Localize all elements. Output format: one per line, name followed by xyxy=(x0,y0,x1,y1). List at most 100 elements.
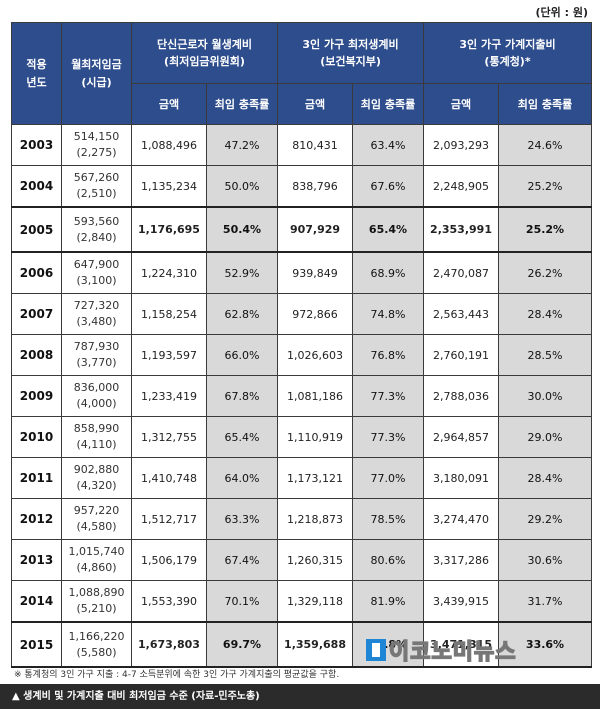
wage-cell: 836,000 (4,000) xyxy=(61,375,132,417)
household-amount: 2,788,036 xyxy=(423,375,500,417)
header-year-label: 적용 년도 xyxy=(26,57,47,89)
household-rate: 25.2% xyxy=(498,206,593,253)
single-worker-amount: 1,193,597 xyxy=(131,334,207,376)
wage-cell: 858,990 (4,110) xyxy=(61,416,132,458)
year-cell: 2013 xyxy=(11,539,62,581)
household-amount: 3,471,315 xyxy=(423,621,500,668)
table-body: 2003 514,150 (2,275) 1,088,496 47.2% 810,431 6… xyxy=(11,124,593,668)
min-cost-amount: 907,929 xyxy=(277,206,354,253)
monthly-wage: 858,990 xyxy=(73,422,120,435)
household-amount: 2,353,991 xyxy=(423,206,500,253)
household-rate: 29.2% xyxy=(498,498,593,540)
min-cost-amount: 1,110,919 xyxy=(277,416,354,458)
single-worker-amount: 1,224,310 xyxy=(131,251,207,294)
household-amount: 2,093,293 xyxy=(423,124,500,166)
year-cell: 2005 xyxy=(11,206,62,253)
subheader-rate: 최임 충족률 xyxy=(498,83,593,125)
household-amount: 3,439,915 xyxy=(423,580,500,623)
monthly-wage: 1,088,890 xyxy=(68,586,125,599)
min-cost-rate: 63.4% xyxy=(352,124,425,166)
min-cost-amount: 1,359,688 xyxy=(277,621,354,668)
single-worker-rate: 67.8% xyxy=(205,375,279,417)
min-cost-amount: 1,329,118 xyxy=(277,580,354,623)
single-worker-amount: 1,158,254 xyxy=(131,293,207,335)
min-cost-amount: 838,796 xyxy=(277,165,354,208)
header-group-min-cost-living: 3인 가구 최저생계비 (보건복지부) xyxy=(277,22,425,84)
wage-cell: 647,900 (3,100) xyxy=(61,251,132,294)
unit-label: (단위 : 원) xyxy=(535,6,588,19)
single-worker-rate: 69.7% xyxy=(205,621,279,668)
household-amount: 3,180,091 xyxy=(423,457,500,499)
year-cell: 2006 xyxy=(11,251,62,294)
single-worker-rate: 67.4% xyxy=(205,539,279,581)
hourly-wage: (2,275) xyxy=(76,146,117,159)
hourly-wage: (4,320) xyxy=(76,479,117,492)
monthly-wage: 567,260 xyxy=(73,171,120,184)
table-row: 2003 514,150 (2,275) 1,088,496 47.2% 810,431 6… xyxy=(11,124,593,166)
header-group-household-spending: 3인 가구 가계지출비 (통계청)* xyxy=(423,22,593,84)
wage-cell: 902,880 (4,320) xyxy=(61,457,132,499)
year-cell: 2007 xyxy=(11,293,62,335)
single-worker-rate: 66.0% xyxy=(205,334,279,376)
single-worker-amount: 1,312,755 xyxy=(131,416,207,458)
table-row: 2010 858,990 (4,110) 1,312,755 65.4% 1,110,91… xyxy=(11,416,593,458)
year-cell: 2004 xyxy=(11,165,62,208)
household-rate: 33.6% xyxy=(498,621,593,668)
single-worker-amount: 1,233,419 xyxy=(131,375,207,417)
household-rate: 28.5% xyxy=(498,334,593,376)
household-amount: 3,274,470 xyxy=(423,498,500,540)
household-amount: 2,470,087 xyxy=(423,251,500,294)
household-rate: 28.4% xyxy=(498,293,593,335)
household-rate: 30.6% xyxy=(498,539,593,581)
monthly-wage: 787,930 xyxy=(73,340,120,353)
monthly-wage: 593,560 xyxy=(73,214,120,228)
hourly-wage: (2,510) xyxy=(76,187,117,200)
hourly-wage: (2,840) xyxy=(76,230,117,244)
year-cell: 2010 xyxy=(11,416,62,458)
single-worker-amount: 1,553,390 xyxy=(131,580,207,623)
group-title: 3인 가구 가계지출비 xyxy=(459,38,556,51)
wage-cell: 567,260 (2,510) xyxy=(61,165,132,208)
hourly-wage: (3,480) xyxy=(76,315,117,328)
single-worker-rate: 62.8% xyxy=(205,293,279,335)
min-cost-amount: 972,866 xyxy=(277,293,354,335)
min-cost-rate: 74.8% xyxy=(352,293,425,335)
single-worker-rate: 52.9% xyxy=(205,251,279,294)
min-cost-rate: 85.8% xyxy=(352,621,425,668)
table-row: 2015 1,166,220 (5,580) 1,673,803 69.7% 1,359,… xyxy=(11,621,593,668)
hourly-wage: (5,580) xyxy=(76,645,117,659)
household-amount: 2,760,191 xyxy=(423,334,500,376)
watermark: 이코노미뉴스 xyxy=(366,634,516,666)
table-row: 2006 647,900 (3,100) 1,224,310 52.9% 939,849 6… xyxy=(11,251,593,294)
table-row: 2012 957,220 (4,580) 1,512,717 63.3% 1,218,87… xyxy=(11,498,593,540)
subheader-amount: 금액 xyxy=(423,83,500,125)
monthly-wage: 514,150 xyxy=(73,130,120,143)
wage-cell: 787,930 (3,770) xyxy=(61,334,132,376)
single-worker-amount: 1,673,803 xyxy=(131,621,207,668)
min-cost-amount: 1,081,186 xyxy=(277,375,354,417)
subheader-amount: 금액 xyxy=(131,83,207,125)
single-worker-rate: 65.4% xyxy=(205,416,279,458)
household-rate: 31.7% xyxy=(498,580,593,623)
household-amount: 3,317,286 xyxy=(423,539,500,581)
single-worker-amount: 1,410,748 xyxy=(131,457,207,499)
min-cost-amount: 1,173,121 xyxy=(277,457,354,499)
table-row: 2008 787,930 (3,770) 1,193,597 66.0% 1,026,60… xyxy=(11,334,593,376)
min-cost-rate: 77.3% xyxy=(352,416,425,458)
single-worker-rate: 63.3% xyxy=(205,498,279,540)
household-rate: 29.0% xyxy=(498,416,593,458)
minimum-wage-table: 적용 년도 월최저임금 (시급) 단신근로자 월생계비 (최저임금위원회) 3인… xyxy=(11,22,593,668)
year-cell: 2014 xyxy=(11,580,62,623)
monthly-wage: 727,320 xyxy=(73,299,120,312)
year-cell: 2012 xyxy=(11,498,62,540)
table-row: 2013 1,015,740 (4,860) 1,506,179 67.4% 1,260,… xyxy=(11,539,593,581)
table-row: 2009 836,000 (4,000) 1,233,419 67.8% 1,081,18… xyxy=(11,375,593,417)
single-worker-rate: 50.0% xyxy=(205,165,279,208)
single-worker-amount: 1,088,496 xyxy=(131,124,207,166)
table-row: 2011 902,880 (4,320) 1,410,748 64.0% 1,173,12… xyxy=(11,457,593,499)
wage-cell: 1,088,890 (5,210) xyxy=(61,580,132,623)
monthly-wage: 902,880 xyxy=(73,463,120,476)
table-row: 2014 1,088,890 (5,210) 1,553,390 70.1% 1,329,… xyxy=(11,580,593,623)
single-worker-amount: 1,512,717 xyxy=(131,498,207,540)
wage-cell: 1,166,220 (5,580) xyxy=(61,621,132,668)
